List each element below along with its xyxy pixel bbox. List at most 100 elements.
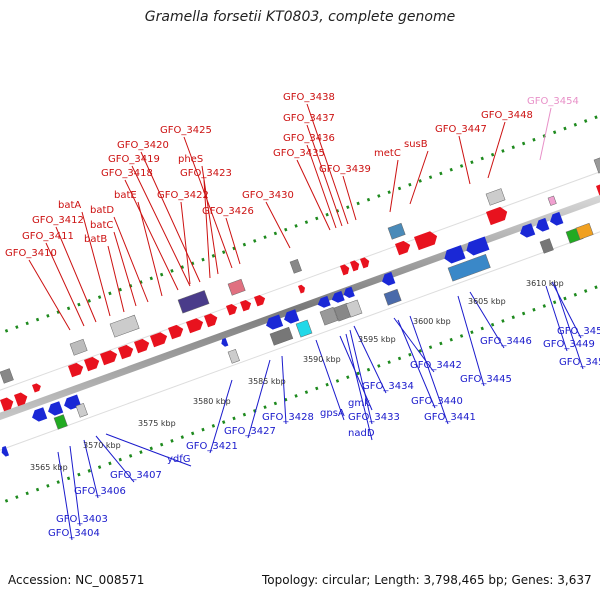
forward-gene[interactable] — [254, 294, 267, 307]
forward-gene[interactable] — [150, 331, 169, 348]
reverse-gene[interactable] — [548, 211, 564, 227]
forward-gene[interactable] — [100, 349, 119, 366]
forward-gene[interactable] — [240, 299, 253, 312]
forward-gene[interactable] — [68, 361, 85, 378]
forward-gene[interactable] — [84, 355, 101, 372]
forward-gene[interactable] — [226, 303, 239, 316]
gene-label-reverse[interactable]: GFO_3442 — [410, 360, 462, 371]
forward-gene[interactable] — [360, 256, 371, 269]
forward-gene[interactable] — [118, 343, 135, 360]
gene-box[interactable] — [177, 290, 210, 314]
gene-label-reverse[interactable]: GFO_3406 — [74, 486, 126, 497]
gene-label-forward[interactable]: GFO_3412 — [32, 215, 84, 226]
gene-label-reverse[interactable]: ydfG — [167, 454, 191, 465]
forward-gene[interactable] — [395, 239, 412, 256]
forward-gene[interactable] — [0, 396, 15, 412]
gene-box[interactable] — [289, 258, 302, 274]
gene-label-reverse[interactable]: GFO_3451 — [557, 326, 600, 337]
gene-label-forward[interactable]: susB — [404, 139, 428, 150]
gene-label-reverse[interactable]: nadD — [348, 428, 375, 439]
reverse-gene[interactable] — [264, 314, 284, 332]
gene-label-forward[interactable]: GFO_3420 — [117, 140, 169, 151]
forward-gene[interactable] — [298, 284, 306, 294]
gene-label-reverse[interactable]: GFO_3403 — [56, 514, 108, 525]
gene-label-forward[interactable]: GFO_3448 — [481, 110, 533, 121]
gene-label-reverse[interactable]: GFO_3446 — [480, 336, 532, 347]
gene-label-reverse[interactable]: GFO_3421 — [186, 441, 238, 452]
gene-label-highlight[interactable]: GFO_3454 — [527, 96, 579, 107]
gene-label-forward[interactable]: GFO_3438 — [283, 92, 335, 103]
forward-gene[interactable] — [32, 382, 42, 393]
gene-label-reverse[interactable]: GFO_3428 — [262, 412, 314, 423]
gene-label-forward[interactable]: batB — [84, 234, 107, 245]
gene-box[interactable] — [53, 414, 68, 430]
gene-label-forward[interactable]: GFO_3439 — [319, 164, 371, 175]
gene-label-forward[interactable]: batE — [114, 190, 137, 201]
reverse-gene[interactable] — [442, 245, 466, 265]
gene-label-forward[interactable]: GFO_3435 — [273, 148, 325, 159]
gene-box[interactable] — [539, 238, 554, 254]
gene-box[interactable] — [387, 222, 406, 240]
gene-label-forward[interactable]: GFO_3411 — [22, 231, 74, 242]
reverse-gene[interactable] — [220, 337, 229, 348]
gene-label-reverse[interactable]: GFO_3450 — [559, 357, 600, 368]
gene-label-reverse[interactable]: GFO_3449 — [543, 339, 595, 350]
gene-box[interactable] — [75, 402, 88, 418]
reverse-gene[interactable] — [0, 445, 10, 457]
reverse-gene[interactable] — [282, 309, 300, 325]
gene-box[interactable] — [593, 156, 600, 174]
forward-gene[interactable] — [186, 317, 205, 334]
forward-gene[interactable] — [486, 205, 510, 226]
forward-gene[interactable] — [340, 263, 351, 276]
gene-box[interactable] — [485, 188, 506, 206]
gene-label-forward[interactable]: GFO_3437 — [283, 113, 335, 124]
gene-box[interactable] — [227, 348, 240, 364]
gene-box[interactable] — [269, 326, 294, 346]
gene-box[interactable] — [0, 368, 14, 384]
forward-gene[interactable] — [596, 183, 600, 196]
reverse-gene[interactable] — [330, 290, 345, 304]
reverse-gene[interactable] — [316, 295, 331, 309]
gene-label-reverse[interactable]: GFO_3427 — [224, 426, 276, 437]
gene-box[interactable] — [575, 222, 594, 240]
reverse-gene[interactable] — [380, 271, 396, 287]
gene-label-forward[interactable]: GFO_3426 — [202, 206, 254, 217]
gene-box[interactable] — [319, 306, 339, 326]
reverse-gene[interactable] — [46, 401, 64, 417]
gene-box[interactable] — [547, 195, 557, 206]
forward-gene[interactable] — [350, 259, 361, 272]
gene-label-forward[interactable]: GFO_3419 — [108, 154, 160, 165]
gene-box[interactable] — [69, 338, 88, 356]
gene-label-forward[interactable]: pheS — [178, 154, 203, 165]
gene-label-forward[interactable]: GFO_3447 — [435, 124, 487, 135]
forward-gene[interactable] — [168, 323, 185, 340]
gene-box[interactable] — [227, 278, 246, 296]
gene-label-reverse[interactable]: GFO_3445 — [460, 374, 512, 385]
forward-gene[interactable] — [134, 337, 151, 354]
reverse-gene[interactable] — [30, 407, 48, 423]
reverse-gene[interactable] — [534, 217, 550, 233]
gene-label-forward[interactable]: GFO_3418 — [101, 168, 153, 179]
gene-label-forward[interactable]: batC — [90, 220, 113, 231]
gene-label-forward[interactable]: batA — [58, 200, 81, 211]
forward-gene[interactable] — [204, 312, 219, 328]
gene-label-forward[interactable]: GFO_3423 — [180, 168, 232, 179]
gene-label-forward[interactable]: GFO_3430 — [242, 190, 294, 201]
gene-label-reverse[interactable]: GFO_3440 — [411, 396, 463, 407]
gene-label-forward[interactable]: metC — [374, 148, 401, 159]
gene-label-forward[interactable]: GFO_3422 — [157, 190, 209, 201]
gene-box[interactable] — [109, 314, 140, 338]
forward-gene[interactable] — [14, 391, 29, 407]
reverse-gene[interactable] — [518, 223, 536, 239]
gene-label-forward[interactable]: GFO_3425 — [160, 125, 212, 136]
gene-label-reverse[interactable]: gpsA — [320, 408, 345, 419]
gene-label-reverse[interactable]: GFO_3433 — [348, 412, 400, 423]
reverse-gene[interactable] — [464, 236, 490, 257]
reverse-gene[interactable] — [342, 286, 355, 300]
forward-gene[interactable] — [414, 229, 439, 251]
gene-label-reverse[interactable]: GFO_3404 — [48, 528, 100, 539]
gene-label-forward[interactable]: GFO_3410 — [5, 248, 57, 259]
gene-box[interactable] — [383, 288, 402, 306]
gene-box[interactable] — [345, 299, 363, 318]
gene-label-reverse[interactable]: GFO_3407 — [110, 470, 162, 481]
